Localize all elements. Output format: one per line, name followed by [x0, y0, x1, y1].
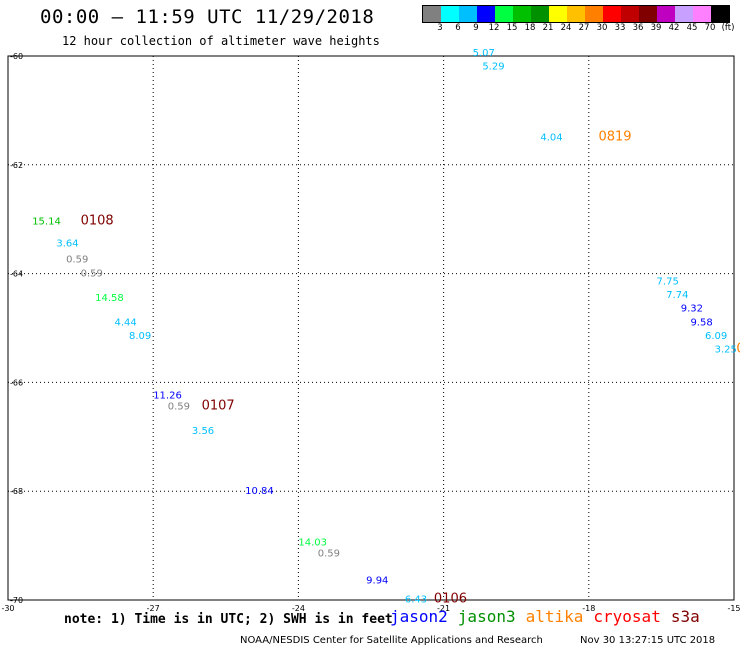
color-swatch [639, 6, 657, 22]
color-swatch [459, 6, 477, 22]
latitude-tick-label: -64 [10, 270, 23, 279]
color-scale-label: (ft) [721, 23, 735, 33]
wave-height-label: 15.14 [32, 217, 61, 228]
pass-time-label: 0107 [202, 399, 235, 414]
wave-height-label: 8.09 [129, 331, 151, 342]
pass-time-label: 0108 [81, 214, 114, 229]
color-scale-bar [422, 5, 730, 23]
wave-height-label: 0.59 [81, 268, 103, 279]
wave-height-label: 9.94 [366, 576, 388, 587]
color-swatch [423, 6, 441, 22]
longitude-tick-label: -30 [1, 604, 14, 613]
color-swatch [567, 6, 585, 22]
wave-height-label: 0.59 [168, 402, 190, 413]
color-scale-label: 12 [488, 23, 500, 33]
color-scale-label: 70 [704, 23, 716, 33]
longitude-tick-label: -24 [292, 604, 305, 613]
latitude-tick-label: -60 [10, 52, 23, 61]
wave-height-label: 4.04 [540, 132, 562, 143]
pass-time-label: 08 [736, 341, 740, 356]
color-swatch [549, 6, 567, 22]
longitude-tick-label: -21 [437, 604, 450, 613]
color-scale-label: 42 [668, 23, 680, 33]
wave-height-label: 3.64 [56, 238, 78, 249]
legend-entry-cryosat: cryosat [593, 607, 661, 626]
color-scale-label: 15 [506, 23, 518, 33]
longitude-tick-label: -18 [582, 604, 595, 613]
latitude-tick-label: -66 [10, 378, 23, 387]
color-scale-label: 39 [650, 23, 662, 33]
latitude-tick-label: -68 [10, 487, 23, 496]
wave-height-label: 3.25 [715, 344, 737, 355]
map-frame [7, 55, 735, 601]
wave-height-label: 6.43 [405, 595, 427, 606]
legend-entry-jason3: jason3 [457, 607, 516, 626]
color-swatch [531, 6, 549, 22]
color-swatch [585, 6, 603, 22]
wave-height-label: 9.58 [690, 317, 712, 328]
map-title: 00:00 – 11:59 UTC 11/29/2018 [40, 6, 375, 28]
wave-height-label: 7.74 [666, 290, 688, 301]
wave-height-label: 0.59 [66, 255, 88, 266]
color-swatch [621, 6, 639, 22]
color-scale-label: 6 [455, 23, 461, 33]
color-swatch [495, 6, 513, 22]
color-scale-label: 3 [437, 23, 443, 33]
satellite-legend: jason2 jason3 altika cryosat s3a [390, 607, 700, 626]
color-swatch [693, 6, 711, 22]
wave-height-label: 5.07 [473, 48, 495, 59]
units-note: note: 1) Time is in UTC; 2) SWH is in fe… [64, 612, 393, 627]
wave-height-label: 14.58 [95, 293, 124, 304]
color-scale-label: 18 [524, 23, 536, 33]
wave-height-label: 4.44 [114, 317, 136, 328]
wave-height-label: 9.32 [681, 304, 703, 315]
color-swatch [603, 6, 621, 22]
latitude-tick-label: -70 [10, 596, 23, 605]
wave-height-label: 10.84 [245, 486, 274, 497]
wave-height-label: 6.09 [705, 331, 727, 342]
wave-height-label: 3.56 [192, 426, 214, 437]
color-scale-label: 9 [473, 23, 479, 33]
color-scale-label: 30 [596, 23, 608, 33]
color-scale-labels: 3 6 9 12 15 18 21 24 27 30 33 36 39 42 45 70 (ft) [422, 23, 740, 35]
color-scale-label: 24 [560, 23, 572, 33]
pass-time-label: 0106 [434, 592, 467, 607]
wave-height-label: 7.75 [657, 276, 679, 287]
wave-height-label: 11.26 [153, 391, 182, 402]
color-scale-label: 45 [686, 23, 698, 33]
color-swatch [657, 6, 675, 22]
color-swatch [477, 6, 495, 22]
pass-time-label: 0819 [598, 129, 631, 144]
wave-height-label: 0.59 [318, 548, 340, 559]
longitude-tick-label: -27 [147, 604, 160, 613]
generation-timestamp: Nov 30 13:27:15 UTC 2018 [580, 635, 716, 646]
color-swatch [675, 6, 693, 22]
color-swatch [513, 6, 531, 22]
color-scale-label: 33 [614, 23, 626, 33]
wave-height-label: 5.29 [482, 62, 504, 73]
color-scale-label: 36 [632, 23, 644, 33]
longitude-tick-label: -15 [727, 604, 740, 613]
legend-entry-jason2: jason2 [390, 607, 448, 626]
wave-height-label: 14.03 [298, 538, 327, 549]
credit-line: NOAA/NESDIS Center for Satellite Applica… [240, 635, 543, 646]
legend-entry-altika: altika [525, 607, 584, 626]
map-subtitle: 12 hour collection of altimeter wave hei… [62, 34, 380, 48]
color-scale-label: 21 [542, 23, 554, 33]
color-swatch [711, 6, 729, 22]
legend-entry-s3a: s3a [670, 607, 700, 626]
latitude-tick-label: -62 [10, 161, 23, 170]
color-swatch [441, 6, 459, 22]
color-scale-label: 27 [578, 23, 590, 33]
